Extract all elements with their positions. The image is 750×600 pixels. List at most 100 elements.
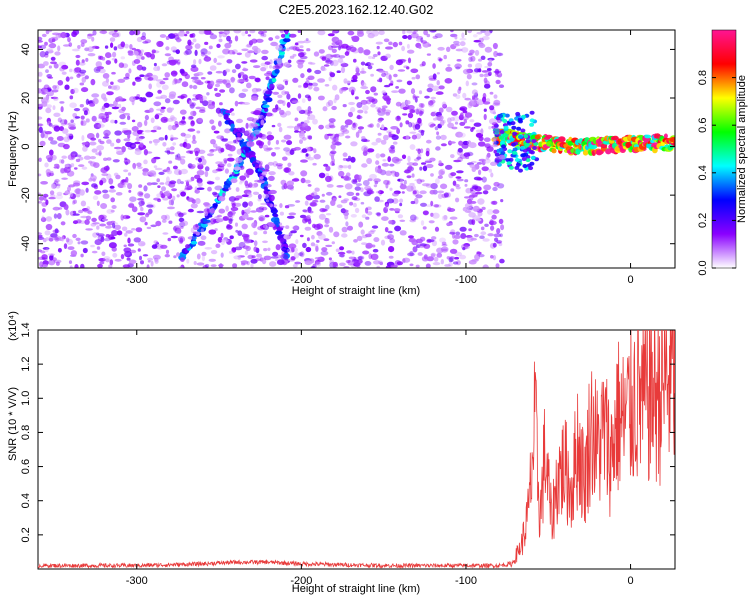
spectrogram-cell	[406, 185, 414, 192]
spectrogram-cell	[44, 89, 49, 94]
spectrogram-cell	[63, 143, 70, 150]
spectrogram-cell	[480, 55, 486, 60]
spectrogram-cell	[474, 49, 480, 56]
spectrogram-cell	[368, 230, 375, 235]
spectrogram-cell	[365, 216, 370, 220]
spectrogram-cell	[215, 70, 223, 74]
spectrogram-cell	[38, 249, 42, 253]
spectrogram-cell	[269, 261, 277, 267]
spectrogram-cell	[380, 139, 387, 145]
spectrogram-cell	[302, 242, 307, 249]
spectrogram-cell	[53, 96, 59, 101]
spectrogram-cell	[223, 158, 228, 163]
spectrogram-cell	[267, 247, 271, 251]
spectrogram-cell	[227, 163, 232, 168]
spectrogram-cell	[196, 262, 205, 266]
spectrogram-cell	[168, 199, 173, 206]
x-tick-label: -100	[455, 575, 477, 587]
spectrogram-cell	[378, 77, 382, 83]
spectrogram-cell	[106, 91, 114, 96]
spectrogram-cell	[212, 203, 218, 208]
spectrogram-cell	[165, 249, 170, 255]
spectrogram-cell	[122, 214, 130, 220]
spectrogram-cell	[484, 30, 491, 37]
spectrogram-cell	[385, 53, 391, 59]
spectrogram-cell	[359, 70, 367, 74]
spectrogram-cell	[69, 192, 74, 197]
spectrogram-cell	[480, 128, 484, 135]
spectrogram-cell	[297, 85, 302, 88]
spectrogram-cell	[397, 69, 406, 72]
spectrogram-cell	[306, 68, 312, 73]
spectrogram-cell	[208, 45, 213, 50]
spectrogram-cell	[381, 72, 387, 77]
spectrogram-cell	[241, 194, 249, 198]
spectrogram-cell	[415, 264, 420, 268]
spectrogram-cell	[529, 110, 535, 115]
spectrogram-cell	[52, 105, 56, 110]
spectrogram-cell	[260, 133, 267, 140]
spectrogram-cell	[198, 157, 202, 163]
spectrogram-cell	[325, 244, 333, 248]
spectrogram-cell	[44, 230, 51, 236]
spectrogram-cell	[50, 194, 56, 198]
spectrogram-cell	[324, 224, 330, 228]
spectrogram-cell	[477, 198, 485, 205]
spectrogram-cell	[103, 256, 111, 262]
spectrogram-cell	[48, 237, 54, 242]
spectrogram-cell	[260, 62, 266, 67]
spectrogram-cell	[103, 97, 108, 102]
spectrogram-cell	[473, 68, 481, 73]
spectrogram-cell	[489, 219, 494, 226]
spectrogram-cell	[451, 126, 458, 130]
spectrogram-cell	[341, 233, 348, 238]
spectrogram-cell	[439, 168, 446, 175]
spectrogram-cell	[326, 191, 333, 196]
spectrogram-cell	[313, 51, 320, 57]
spectrogram-cell	[327, 33, 335, 37]
spectrogram-cell	[455, 231, 461, 236]
spectrogram-cell	[274, 35, 280, 40]
spectrogram-cell	[112, 252, 118, 258]
spectrogram-cell	[185, 44, 193, 51]
spectrogram-cell	[98, 150, 102, 157]
spectrogram-cell	[190, 203, 198, 209]
spectrogram-cell	[131, 206, 138, 213]
spectrogram-cell	[495, 79, 501, 85]
spectrogram-cell	[360, 61, 366, 66]
spectrogram-cell	[105, 60, 112, 65]
spectrogram-cell	[390, 145, 395, 150]
spectrogram-cell	[368, 62, 374, 66]
spectrogram-cell	[42, 193, 49, 198]
spectrogram-cell	[364, 185, 372, 191]
spectrogram-cell	[115, 174, 121, 180]
spectrogram-cell	[487, 233, 494, 237]
spectrogram-cell	[247, 135, 254, 142]
spectrogram-cell	[401, 45, 405, 52]
spectrogram-cell	[73, 180, 81, 185]
y-tick-label: 40	[20, 43, 32, 55]
spectrogram-cell	[435, 178, 440, 185]
spectrogram-cell	[398, 88, 406, 94]
spectrogram-cell	[463, 152, 471, 157]
spectrogram-cell	[162, 219, 167, 223]
spectrogram-cell	[227, 153, 233, 157]
spectrogram-cell	[418, 110, 423, 117]
spectrogram-x-ticks: -300 -200 -100 0	[126, 30, 634, 286]
spectrogram-cell	[490, 200, 496, 205]
spectrogram-cell	[88, 160, 93, 164]
spectrogram-cell	[54, 228, 59, 234]
spectrogram-cell	[215, 161, 223, 165]
spectrogram-cell	[405, 120, 410, 125]
spectrogram-cell	[245, 152, 250, 157]
spectrogram-cell	[45, 51, 49, 56]
spectrogram-cell	[48, 123, 53, 127]
spectrogram-cell	[81, 166, 88, 170]
spectrogram-cell	[153, 240, 158, 245]
spectrogram-cell	[285, 110, 292, 116]
spectrogram-cell	[91, 36, 95, 42]
spectrogram-cell	[79, 104, 84, 108]
spectrogram-cell	[269, 194, 275, 202]
spectrogram-cell	[211, 125, 216, 131]
spectrogram-cell	[525, 158, 531, 163]
